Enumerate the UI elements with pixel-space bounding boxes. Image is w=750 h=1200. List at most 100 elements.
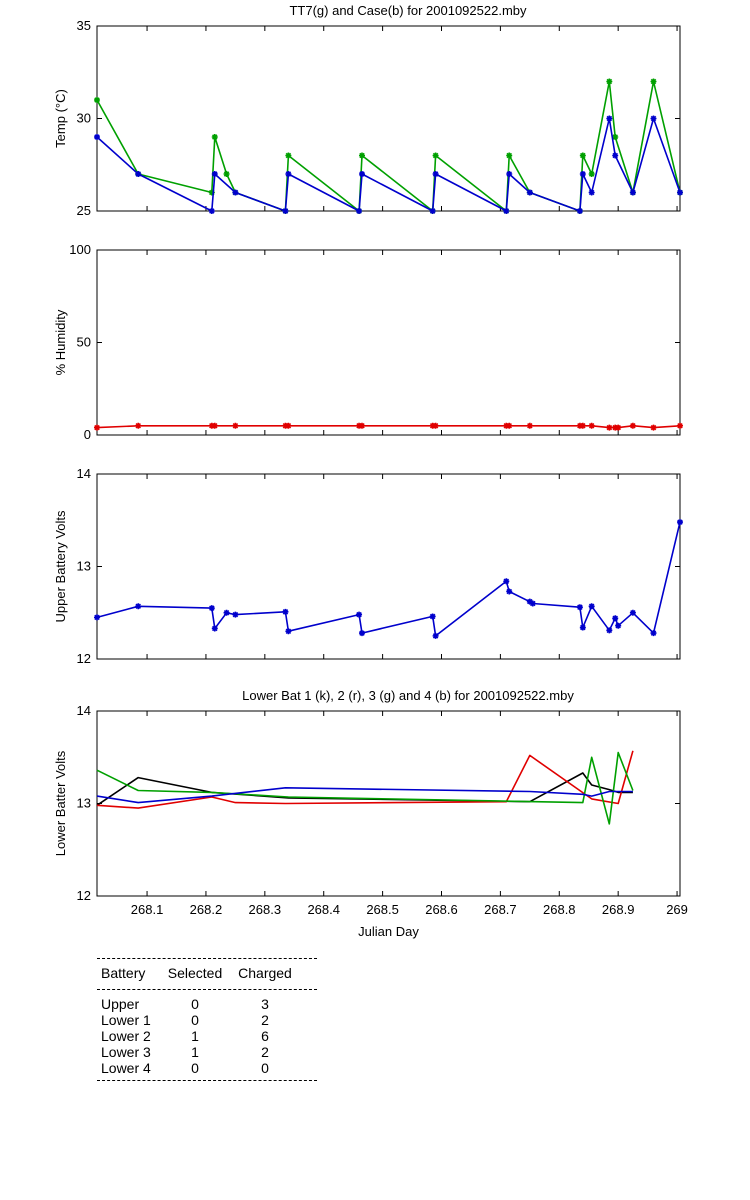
humidity-plot-frame [96, 249, 681, 436]
lower-xtick-label: 268.6 [425, 902, 458, 917]
lower-y-axis-label: Lower Batter Volts [53, 750, 68, 856]
humidity-series-0-point [588, 422, 595, 429]
temp-series-0-point [223, 171, 230, 177]
humidity-series-0-point [526, 422, 533, 429]
lower-xtick-label: 268.5 [366, 902, 399, 917]
upper-series-0-point [606, 627, 613, 634]
upper-series-0-point [650, 630, 657, 637]
humidity-ytick-label: 0 [84, 427, 91, 442]
row-battery-name: Upper [101, 996, 140, 1012]
upper-series-0-point [223, 609, 230, 616]
row-selected-value: 0 [191, 1060, 199, 1076]
humidity-series-0-point [211, 422, 218, 429]
table-row: Lower 1 0 2 [97, 1012, 317, 1028]
humidity-series-0-point [579, 422, 586, 429]
lower-ytick-label: 14 [77, 703, 91, 718]
temp-series-0-point [579, 152, 586, 159]
humidity-series-0-point [432, 422, 439, 429]
temp-series-1-point [94, 134, 100, 140]
upper-series-0-point [576, 604, 583, 611]
row-charged-value: 2 [261, 1044, 269, 1060]
table-top-rule [97, 958, 317, 959]
temp-series-0-point [285, 152, 292, 159]
table-row: Lower 3 1 2 [97, 1044, 317, 1060]
temp-series-0-point [359, 152, 365, 159]
lower-xtick-label: 269 [666, 902, 688, 917]
humidity-ytick-label: 50 [77, 335, 91, 350]
table-bottom-rule [97, 1080, 317, 1081]
header-battery: Battery [101, 965, 146, 981]
upper-ytick-label: 12 [77, 651, 91, 666]
upper-series-0-point [506, 588, 513, 595]
temp-plot-frame [96, 25, 681, 212]
upper-series-0-line [96, 521, 681, 637]
humidity-series-0-point [615, 424, 622, 431]
temp-ytick-label: 30 [77, 111, 91, 126]
upper-series-0-point [432, 632, 439, 639]
row-selected-value: 1 [191, 1028, 199, 1044]
lower-x-axis-label: Julian Day [358, 924, 419, 939]
temp-series-1-point [285, 171, 292, 177]
temp-series-1-point [135, 171, 142, 177]
lower-series-3-line [96, 786, 633, 804]
upper-series-0-point [612, 615, 619, 622]
upper-series-0-point [526, 598, 533, 605]
upper-series-0-point [356, 611, 363, 618]
lower-xtick-label: 268.7 [484, 902, 517, 917]
temp-series-0-point [650, 78, 657, 85]
temp-series-0-point [94, 97, 100, 103]
table-row: Upper 0 3 [97, 996, 317, 1012]
temp-series-1-point [506, 171, 513, 177]
table-header-rule [97, 989, 317, 990]
temp-series-1-point [232, 189, 239, 196]
upper-series-0-point [677, 519, 683, 526]
upper-series-0-point [579, 624, 586, 631]
temp-series-1-point [503, 208, 510, 214]
upper-series-0-point [211, 625, 218, 632]
temp-series-1-point [429, 208, 436, 214]
upper-series-0-point [359, 630, 365, 637]
temp-series-1-point [526, 189, 533, 196]
table-body: Upper 0 3 Lower 1 0 2 Lower 2 1 6 Lower … [97, 996, 317, 1076]
upper-series-0-point [503, 578, 510, 585]
row-charged-value: 3 [261, 996, 269, 1012]
temp-series-0-point [612, 134, 619, 140]
humidity-series-0-point [135, 422, 142, 429]
lower-ytick-label: 13 [77, 796, 91, 811]
upper-y-axis-label: Upper Battery Volts [53, 510, 68, 622]
temp-series-0-point [506, 152, 513, 159]
lower-series-2-line [96, 751, 634, 825]
row-selected-value: 0 [191, 996, 199, 1012]
humidity-series-0-point [606, 424, 613, 431]
temp-series-1-point [629, 189, 636, 196]
upper-series-0-point [282, 608, 289, 615]
temp-y-axis-label: Temp (°C) [53, 89, 68, 148]
temp-chart-title: TT7(g) and Case(b) for 2001092522.mby [289, 3, 527, 18]
upper-plot-frame [96, 473, 681, 660]
upper-series-0-point [285, 628, 292, 635]
humidity-series-0-point [94, 424, 100, 431]
lower-xtick-label: 268.9 [602, 902, 635, 917]
upper-series-0-point [629, 609, 636, 616]
temp-series-0-point [432, 152, 439, 159]
temp-series-1-point [208, 208, 215, 214]
humidity-ytick-label: 100 [69, 242, 91, 257]
temp-series-0-point [588, 171, 595, 177]
upper-series-0-point [529, 600, 536, 607]
row-selected-value: 1 [191, 1044, 199, 1060]
table-header-row: Battery Selected Charged [97, 965, 317, 981]
temp-series-1-point [576, 208, 583, 214]
temp-series-1-point [677, 189, 683, 196]
lower-ytick-label: 12 [77, 888, 91, 903]
temp-series-0-point [208, 189, 215, 196]
row-battery-name: Lower 4 [101, 1060, 151, 1076]
temp-series-1-point [356, 208, 363, 214]
upper-series-0-point [615, 622, 622, 629]
lower-xtick-label: 268.4 [307, 902, 340, 917]
temp-series-1-point [432, 171, 439, 177]
humidity-y-axis-label: % Humidity [53, 309, 68, 375]
header-charged: Charged [238, 965, 292, 981]
humidity-series-0-point [359, 422, 365, 429]
upper-ytick-label: 14 [77, 466, 91, 481]
